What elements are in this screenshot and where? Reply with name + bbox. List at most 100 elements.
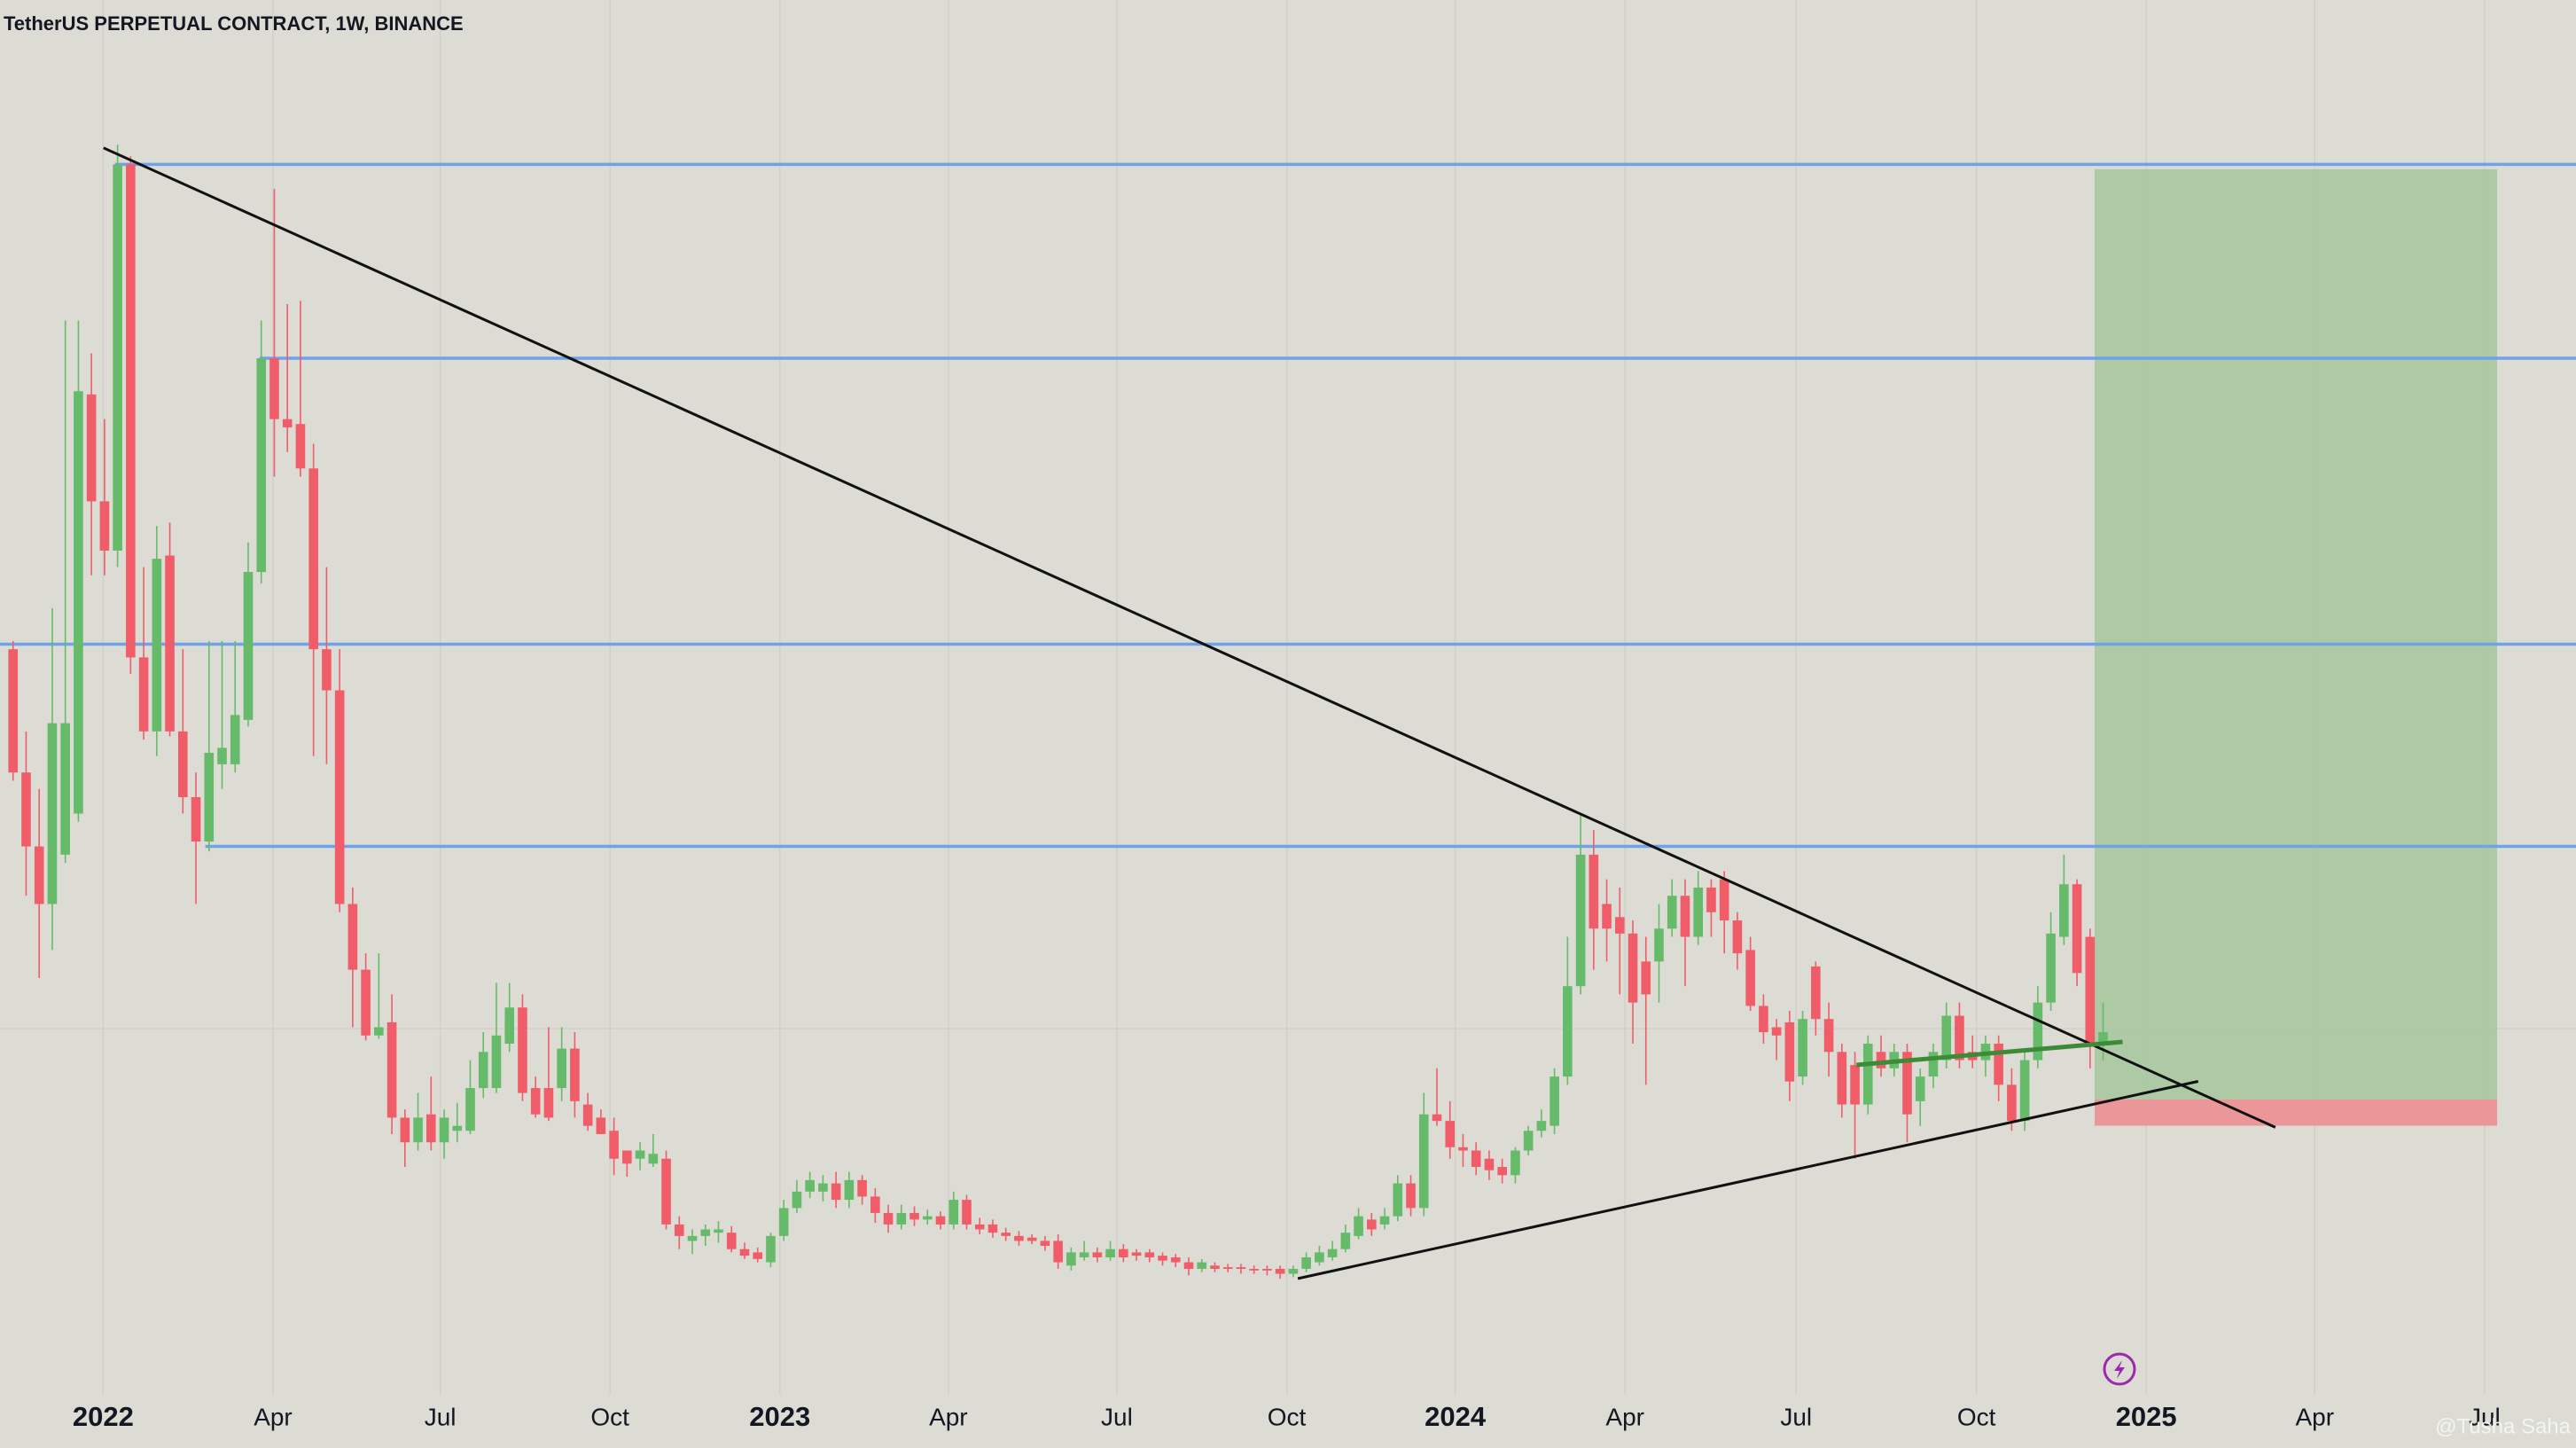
candle-body	[805, 1179, 815, 1192]
candle-body	[622, 1150, 632, 1164]
x-tick-label: Jul	[425, 1403, 457, 1430]
candle-body	[465, 1088, 475, 1131]
x-tick-label: Jul	[1780, 1403, 1812, 1430]
candle-body	[1536, 1121, 1547, 1131]
candle-body	[334, 690, 345, 904]
candle-body	[1614, 917, 1625, 934]
x-tick-label: 2023	[749, 1401, 810, 1432]
candle-body	[230, 715, 240, 764]
candle-body	[1197, 1262, 1207, 1269]
candle-body	[47, 723, 58, 904]
candle-body	[1693, 887, 1704, 937]
candle-body	[1928, 1052, 1939, 1077]
candle-body	[1719, 879, 1729, 921]
candle-body	[1497, 1167, 1507, 1176]
candle-body	[1641, 961, 1651, 995]
candle-body	[1850, 1065, 1860, 1105]
candle-body	[635, 1150, 645, 1159]
candle-body	[361, 969, 371, 1036]
candle-body	[282, 419, 293, 427]
candle-body	[2085, 936, 2096, 1045]
candle-body	[1811, 966, 1821, 1020]
candle-body	[1759, 1006, 1768, 1033]
candle-body	[1732, 920, 1743, 954]
candle-body	[518, 1007, 527, 1093]
candle-body	[948, 1200, 959, 1225]
trendline	[103, 146, 2276, 1129]
candle-body	[818, 1183, 828, 1192]
candle-body	[1798, 1019, 1807, 1077]
alert-icon[interactable]	[2103, 1352, 2136, 1386]
watermark: @Tusha Saha	[2435, 1414, 2572, 1438]
candle-body	[792, 1191, 802, 1209]
candle-body	[1379, 1216, 1390, 1225]
candle-body	[400, 1117, 410, 1143]
candle-body	[700, 1229, 711, 1236]
candle-body	[2019, 1060, 2030, 1122]
candle-body	[308, 468, 318, 650]
candle-body	[1823, 1019, 1834, 1053]
candle-body	[452, 1125, 463, 1131]
candle-body	[138, 657, 149, 732]
candle-body	[1915, 1076, 1925, 1101]
candle-body	[570, 1048, 580, 1101]
candle-body	[1210, 1265, 1220, 1269]
candles	[8, 145, 2108, 1280]
candle-body	[1315, 1252, 1324, 1263]
candle-body	[778, 1208, 789, 1236]
trendline	[1856, 1039, 2123, 1068]
candle-body	[1026, 1237, 1037, 1241]
candle-body	[347, 904, 358, 970]
candle-body	[935, 1216, 946, 1225]
candle-body	[1354, 1216, 1363, 1236]
x-tick-label: 2024	[1425, 1401, 1487, 1432]
candle-body	[714, 1229, 723, 1233]
candle-body	[1406, 1183, 1416, 1209]
candle-body	[504, 1007, 515, 1045]
candle-body	[1249, 1268, 1259, 1271]
candle-body	[1784, 1021, 1795, 1082]
candle-body	[974, 1224, 985, 1230]
icon-bolt	[2114, 1360, 2125, 1379]
candle-body	[1862, 1044, 1873, 1105]
candle-body	[896, 1212, 907, 1225]
candle-body	[1092, 1252, 1103, 1257]
candle-body	[1288, 1268, 1299, 1274]
candle-body	[269, 358, 279, 419]
trendlines	[103, 146, 2276, 1280]
x-tick-label: Jul	[1101, 1403, 1133, 1430]
x-tick-label: Apr	[2295, 1403, 2334, 1430]
candle-body	[1301, 1256, 1311, 1269]
icon-ring	[2103, 1352, 2136, 1386]
x-tick-label: Oct	[1957, 1403, 1996, 1430]
x-axis: 2022 Apr Jul Oct 2023 Apr Jul Oct 2024 Apr Jul Oct 2…	[73, 1401, 2501, 1432]
candle-body	[413, 1117, 423, 1143]
x-tick-label: Apr	[929, 1403, 968, 1430]
candle-body	[1523, 1131, 1534, 1151]
candle-body	[1079, 1252, 1089, 1257]
candle-body	[753, 1252, 763, 1259]
x-tick-label: Apr	[1605, 1403, 1644, 1430]
candle-body	[766, 1235, 776, 1263]
candle-body	[1654, 928, 1664, 962]
candle-body	[1510, 1150, 1520, 1176]
candle-body	[8, 649, 19, 773]
candle-body	[1876, 1052, 1886, 1068]
candle-body	[322, 649, 332, 691]
stop-zone	[2094, 1099, 2498, 1126]
candle-body	[543, 1088, 554, 1118]
candle-body	[1458, 1147, 1468, 1151]
candle-body	[2059, 884, 2069, 937]
candle-body	[99, 501, 110, 551]
candle-body	[2033, 1002, 2043, 1061]
candle-body	[1014, 1235, 1024, 1241]
candle-body	[883, 1212, 894, 1225]
candle-body	[687, 1235, 698, 1241]
candle-body	[739, 1248, 750, 1256]
candle-body	[21, 772, 31, 847]
candle-body	[86, 394, 97, 502]
candle-body	[2007, 1084, 2017, 1122]
candle-body	[113, 164, 122, 551]
candle-body	[1170, 1256, 1181, 1263]
